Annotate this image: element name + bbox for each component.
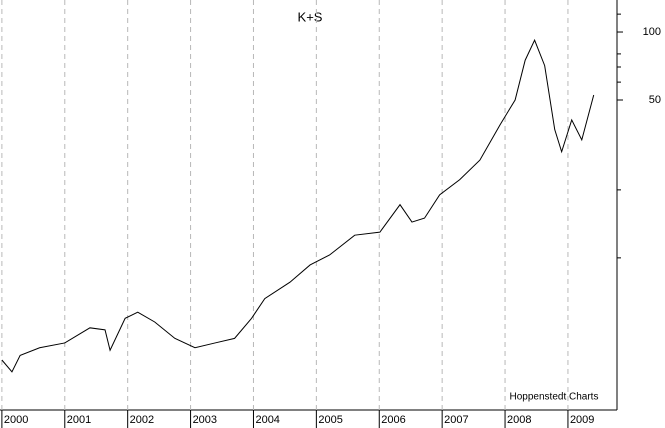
y-tick-label: 50 <box>649 94 661 106</box>
x-tick-label: 2003 <box>193 414 217 426</box>
x-tick-label: 2007 <box>444 414 468 426</box>
source-label: Hoppenstedt Charts <box>510 392 599 403</box>
y-tick-label: 100 <box>643 26 661 38</box>
x-tick-label: 2000 <box>4 414 28 426</box>
x-tick-label: 2009 <box>570 414 594 426</box>
x-tick-label: 2001 <box>67 414 91 426</box>
x-tick-label: 2005 <box>318 414 342 426</box>
x-tick-label: 2008 <box>507 414 531 426</box>
price-line <box>1 38 595 373</box>
x-tick-label: 2002 <box>130 414 154 426</box>
x-tick-label: 2004 <box>255 414 279 426</box>
chart-title: K+S <box>298 9 323 24</box>
x-tick-label: 2006 <box>381 414 405 426</box>
